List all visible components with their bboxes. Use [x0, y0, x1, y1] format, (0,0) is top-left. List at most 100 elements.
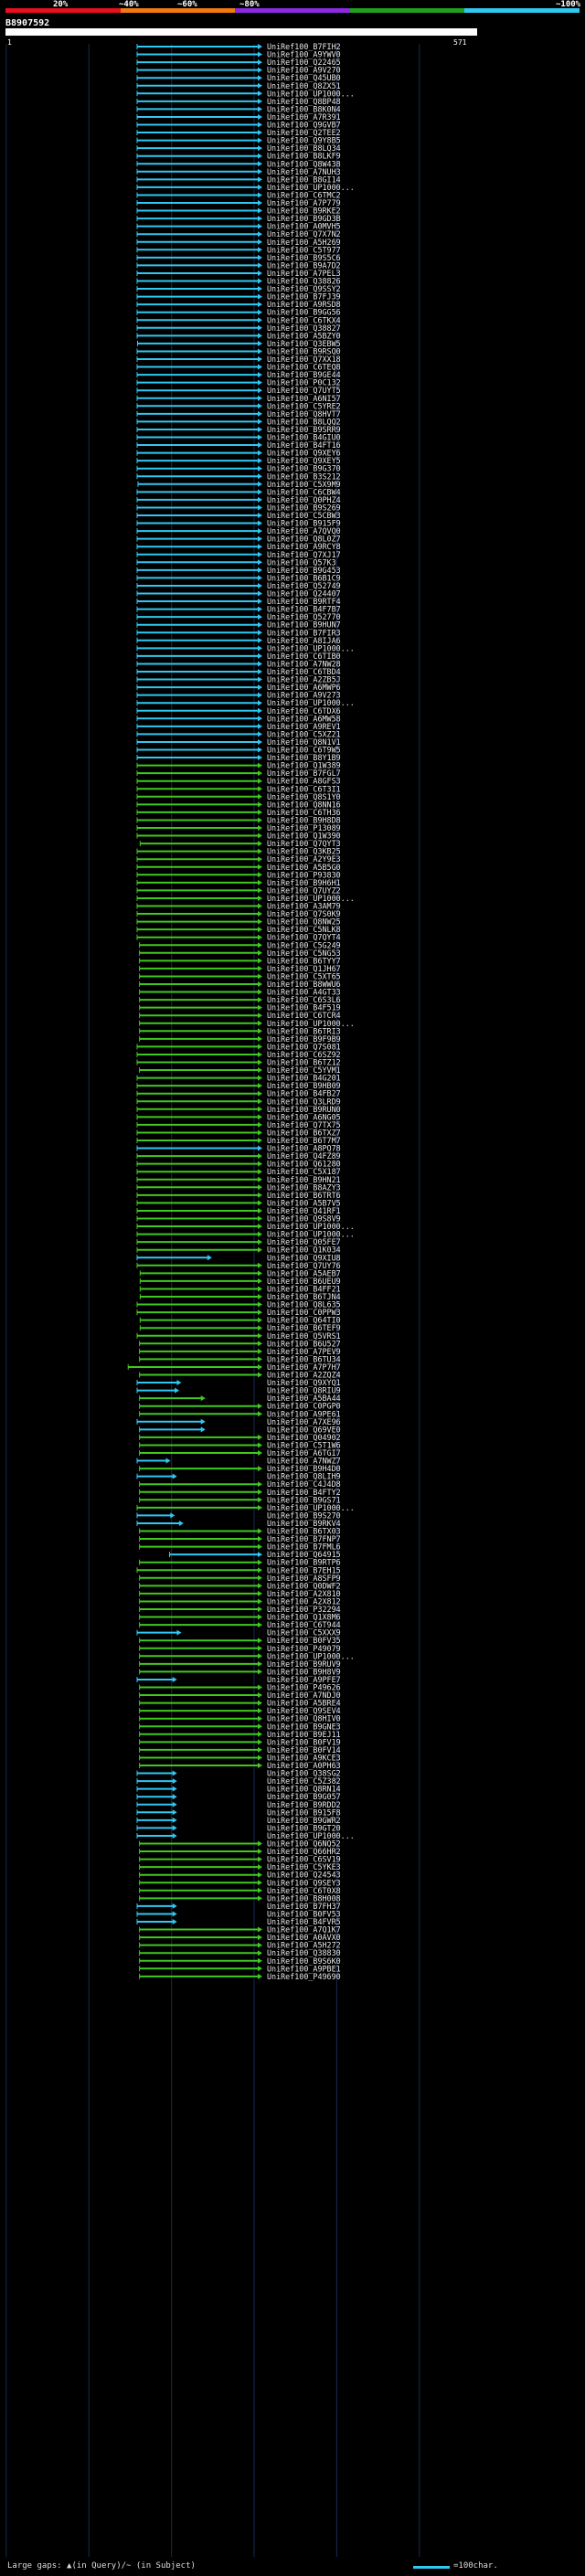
- hit-arrowhead: [172, 1676, 177, 1682]
- hit-arrowhead: [258, 778, 262, 784]
- hit-label: UniRef100_Q9XIU8: [267, 1253, 341, 1262]
- hit-row: UniRef100_UP1000...: [136, 89, 355, 98]
- hit-row: UniRef100_Q8HIV0: [139, 1714, 341, 1723]
- hit-label: UniRef100_Q8BP48: [267, 97, 341, 106]
- hit-arrowhead: [258, 473, 262, 480]
- hit-row: UniRef100_A7PEL3: [136, 269, 341, 278]
- hit-row: UniRef100_Q3KB25: [136, 847, 341, 856]
- hit-row: UniRef100_C5G249: [139, 940, 341, 949]
- hit-row: UniRef100_Q2TEE2: [136, 128, 341, 137]
- hit-arrowhead: [258, 1708, 262, 1714]
- hit-arrowhead: [258, 1207, 262, 1214]
- hit-arrowhead: [258, 395, 262, 401]
- hit-row: UniRef100_A0PH63: [139, 1761, 341, 1770]
- hit-row: UniRef100_Q9SEY3: [139, 1878, 341, 1887]
- hit-arrowhead: [258, 1028, 262, 1034]
- hit-row: UniRef100_Q7XJ17: [136, 550, 341, 559]
- hit-arrowhead: [258, 1669, 262, 1675]
- hit-arrowhead: [258, 1309, 262, 1316]
- hit-arrowhead: [258, 231, 262, 238]
- hit-row: UniRef100_B915F8: [136, 1807, 341, 1817]
- hit-arrowhead: [258, 786, 262, 792]
- hit-arrowhead: [258, 1106, 262, 1112]
- hit-row: UniRef100_Q1X8M6: [139, 1613, 341, 1622]
- hit-label: UniRef100_A5BA44: [267, 1394, 341, 1403]
- hit-row: UniRef100_B4G201: [136, 1074, 341, 1083]
- hit-row: UniRef100_Q7UY76: [136, 1261, 341, 1270]
- hit-label: UniRef100_B9GG56: [267, 308, 341, 317]
- hit-row: UniRef100_B7FNP7: [139, 1534, 341, 1543]
- hit-label: UniRef100_Q0DWF2: [267, 1581, 341, 1590]
- hit-row: UniRef100_UP1000...: [136, 1831, 355, 1840]
- hit-label: UniRef100_A5H272: [267, 1941, 341, 1950]
- hit-row: UniRef100_A9V273: [136, 691, 341, 700]
- hit-row: UniRef100_B7FIH2: [136, 42, 341, 51]
- hit-label: UniRef100_Q7UYT5: [267, 386, 341, 395]
- hit-label: UniRef100_A7NW28: [267, 659, 341, 668]
- hit-label: UniRef100_Q0PHZ4: [267, 495, 341, 504]
- hit-arrowhead: [258, 942, 262, 949]
- hit-arrowhead: [200, 1426, 206, 1433]
- hit-row: UniRef100_UP1000...: [139, 1019, 355, 1028]
- hit-label: UniRef100_B6TXZ7: [267, 1128, 341, 1137]
- hit-arrowhead: [258, 223, 262, 229]
- hit-row: UniRef100_Q38826: [136, 277, 341, 286]
- hit-arrowhead: [258, 621, 262, 628]
- hit-arrowhead: [258, 1215, 262, 1222]
- hit-row: UniRef100_C5YKE3: [139, 1862, 341, 1871]
- hit-arrowhead: [176, 1380, 182, 1386]
- hit-row: UniRef100_Q7X7N2: [136, 229, 341, 239]
- hit-arrowhead: [258, 692, 262, 698]
- hit-row: UniRef100_B9HN21: [136, 1175, 341, 1184]
- hit-arrowhead: [178, 1520, 184, 1526]
- hit-label: UniRef100_C5XT65: [267, 971, 341, 981]
- hit-row: UniRef100_P13089: [136, 823, 341, 832]
- hit-row: UniRef100_Q7S081: [136, 1042, 341, 1051]
- hit-label: UniRef100_B6TYY7: [267, 956, 341, 965]
- hit-arrowhead: [172, 1825, 177, 1831]
- hit-label: UniRef100_Q7UY76: [267, 1261, 341, 1270]
- hit-arrowhead: [258, 1363, 262, 1370]
- hit-label: UniRef100_C6TDX6: [267, 706, 341, 716]
- hit-arrowhead: [258, 1067, 262, 1074]
- hit-row: UniRef100_B9G370: [136, 464, 341, 473]
- hit-arrowhead: [258, 1277, 262, 1284]
- hit-label: UniRef100_Q1X8M6: [267, 1613, 341, 1622]
- hit-row: UniRef100_A0MVH5: [136, 222, 341, 231]
- hit-label: UniRef100_A3AM79: [267, 902, 341, 911]
- hit-arrowhead: [172, 1817, 177, 1823]
- hit-arrowhead: [172, 1794, 177, 1800]
- percent-mark: ~80%: [239, 0, 260, 9]
- hit-arrowhead: [258, 887, 262, 894]
- hit-row: UniRef100_B9A7D2: [136, 260, 341, 270]
- hit-label: UniRef100_Q4FZ89: [267, 1151, 341, 1161]
- hit-row: UniRef100_B8LKF9: [136, 152, 341, 161]
- hit-row: UniRef100_A5BRE4: [139, 1699, 341, 1708]
- hit-arrowhead: [172, 1770, 177, 1776]
- hit-row: UniRef100_Q7XX18: [136, 355, 341, 364]
- hit-arrowhead: [258, 419, 262, 425]
- hit-row: UniRef100_B0FV19: [139, 1737, 341, 1746]
- hit-row: UniRef100_C6TBD4: [136, 667, 341, 676]
- hit-row: UniRef100_A2X812: [139, 1596, 341, 1606]
- hit-arrowhead: [258, 254, 262, 260]
- hit-arrowhead: [258, 1044, 262, 1050]
- hit-row: UniRef100_Q9XEY6: [136, 449, 341, 458]
- hit-arrowhead: [207, 1255, 212, 1261]
- hit-arrowhead: [165, 1458, 171, 1464]
- hit-label: UniRef100_A7PEV9: [267, 1347, 341, 1356]
- hit-row: UniRef100_B9GG56: [136, 308, 341, 317]
- hit-label: UniRef100_Q61280: [267, 1160, 341, 1169]
- hit-row: UniRef100_Q9XIU8: [136, 1253, 341, 1262]
- hit-row: UniRef100_Q38SG2: [136, 1769, 341, 1778]
- hit-arrowhead: [258, 707, 262, 714]
- hit-arrowhead: [258, 1489, 262, 1495]
- hit-arrowhead: [258, 1004, 262, 1011]
- hit-arrowhead: [258, 1645, 262, 1651]
- hit-row: UniRef100_B9G453: [136, 566, 341, 575]
- hit-arrowhead: [258, 1880, 262, 1886]
- hit-arrowhead: [258, 645, 262, 652]
- hit-arrowhead: [258, 1840, 262, 1847]
- hit-label: UniRef100_Q24543: [267, 1871, 341, 1880]
- hit-row: UniRef100_Q64915: [169, 1550, 341, 1559]
